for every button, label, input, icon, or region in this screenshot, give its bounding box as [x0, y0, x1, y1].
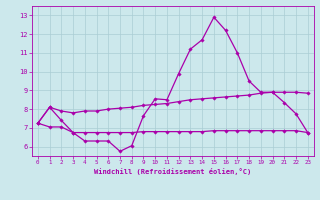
X-axis label: Windchill (Refroidissement éolien,°C): Windchill (Refroidissement éolien,°C) — [94, 168, 252, 175]
